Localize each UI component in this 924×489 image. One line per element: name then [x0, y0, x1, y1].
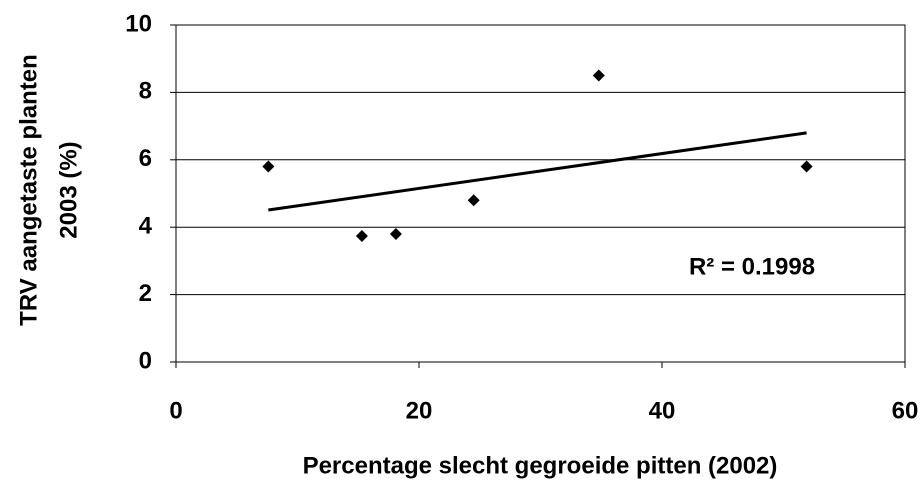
- y-tick-label: 10: [125, 10, 152, 37]
- point: [592, 69, 605, 82]
- x-tick-label: 40: [649, 397, 676, 424]
- plot-area: [175, 24, 906, 363]
- x-axis-label: Percentage slecht gegroeide pitten (2002…: [303, 452, 778, 479]
- y-axis-label: 2003 (%): [55, 141, 82, 238]
- y-axis-label: TRV aangetaste planten: [15, 54, 42, 326]
- point: [800, 160, 813, 173]
- y-tick-label: 0: [139, 347, 152, 374]
- trendline: [268, 131, 807, 212]
- x-tick-label: 60: [892, 397, 919, 424]
- point: [389, 227, 402, 240]
- y-tick-label: 2: [139, 280, 152, 307]
- y-tick-label: 8: [139, 78, 152, 105]
- point: [355, 229, 368, 242]
- point: [262, 160, 275, 173]
- x-tick-label: 20: [406, 397, 433, 424]
- x-tick-label: 0: [169, 397, 182, 424]
- y-tick-label: 6: [139, 145, 152, 172]
- annotation: R² = 0.1998: [689, 253, 815, 280]
- point: [467, 194, 480, 207]
- y-tick-label: 4: [139, 213, 153, 240]
